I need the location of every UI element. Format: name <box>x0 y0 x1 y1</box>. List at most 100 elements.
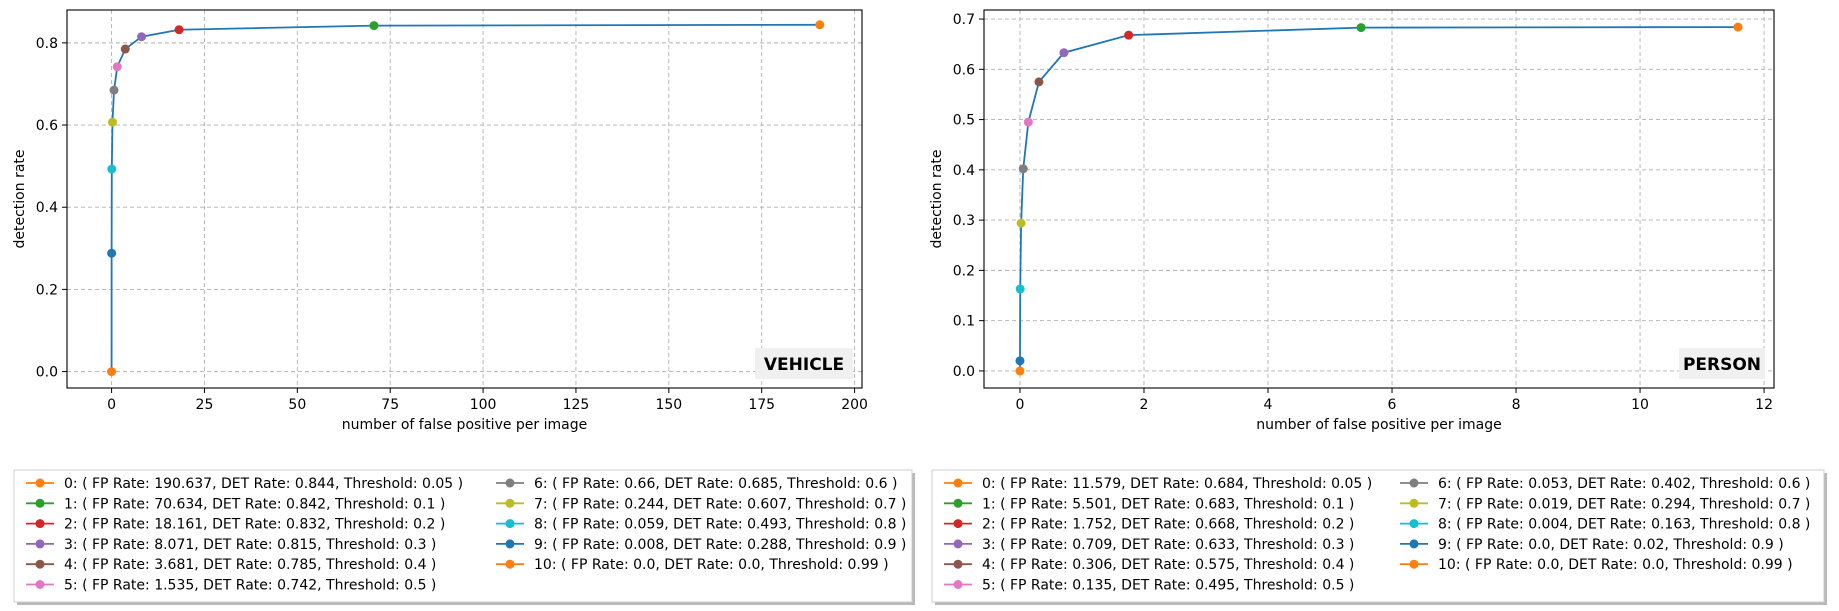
y-axis-label: detection rate <box>12 149 28 248</box>
x-axis-label: number of false positive per image <box>342 417 587 433</box>
data-point[interactable] <box>1124 30 1134 40</box>
legend-marker <box>953 498 963 508</box>
legend-entry: 9: ( FP Rate: 0.0, DET Rate: 0.02, Thres… <box>1438 537 1784 553</box>
y-tick-label: 0.7 <box>953 12 975 28</box>
legend-marker <box>1409 519 1419 529</box>
legend-entry: 4: ( FP Rate: 3.681, DET Rate: 0.785, Th… <box>64 557 436 573</box>
legend-marker <box>35 478 45 488</box>
x-tick-label: 0 <box>1016 397 1025 413</box>
legend-marker <box>1409 559 1419 569</box>
legend-entry: 2: ( FP Rate: 1.752, DET Rate: 0.668, Th… <box>982 517 1354 533</box>
y-tick-label: 0.2 <box>36 282 58 298</box>
data-point[interactable] <box>1015 356 1025 366</box>
data-point[interactable] <box>137 32 147 42</box>
legend-entry: 2: ( FP Rate: 18.161, DET Rate: 0.832, T… <box>64 517 445 533</box>
data-point[interactable] <box>107 117 117 127</box>
data-point[interactable] <box>1356 23 1366 33</box>
chart-tag-box <box>1679 348 1765 379</box>
y-tick-label: 0.0 <box>36 365 58 381</box>
legend-entry: 8: ( FP Rate: 0.059, DET Rate: 0.493, Th… <box>534 517 906 533</box>
data-point[interactable] <box>174 25 184 35</box>
plot-area <box>984 10 1774 388</box>
data-point[interactable] <box>109 85 119 95</box>
chart-tag-box <box>755 348 853 379</box>
x-tick-label: 175 <box>748 397 775 413</box>
y-axis-label: detection rate <box>929 149 945 248</box>
data-point[interactable] <box>107 248 117 258</box>
data-point[interactable] <box>120 44 130 54</box>
legend-marker <box>953 478 963 488</box>
data-point[interactable] <box>815 20 825 30</box>
legend-entry: 1: ( FP Rate: 5.501, DET Rate: 0.683, Th… <box>982 496 1354 512</box>
legend-marker <box>505 478 515 488</box>
axes-frame <box>66 9 863 389</box>
legend-box <box>931 469 1825 603</box>
legend-entry: 6: ( FP Rate: 0.053, DET Rate: 0.402, Th… <box>1438 476 1810 492</box>
x-tick-label: 100 <box>470 397 497 413</box>
data-point[interactable] <box>1059 48 1069 58</box>
legend-entry: 3: ( FP Rate: 0.709, DET Rate: 0.633, Th… <box>982 537 1354 553</box>
y-tick-label: 0.5 <box>953 113 975 129</box>
y-tick-label: 0.1 <box>953 314 975 330</box>
data-point[interactable] <box>1018 164 1028 174</box>
legend-marker <box>505 519 515 529</box>
legend-1: 0: ( FP Rate: 11.579, DET Rate: 0.684, T… <box>931 469 1827 605</box>
legend-entry: 5: ( FP Rate: 1.535, DET Rate: 0.742, Th… <box>64 578 436 594</box>
data-point[interactable] <box>107 367 117 377</box>
x-tick-label: 125 <box>563 397 590 413</box>
legend-entry: 0: ( FP Rate: 11.579, DET Rate: 0.684, T… <box>982 476 1372 492</box>
x-tick-label: 10 <box>1631 397 1649 413</box>
legend-entry: 3: ( FP Rate: 8.071, DET Rate: 0.815, Th… <box>64 537 436 553</box>
legend-entry: 0: ( FP Rate: 190.637, DET Rate: 0.844, … <box>64 476 463 492</box>
y-tick-label: 0.6 <box>36 118 58 134</box>
x-tick-label: 0 <box>107 397 116 413</box>
legend-marker <box>505 498 515 508</box>
chart-0: 0 25 50 75 100 125 150 175 200 0.0 0.2 0.4 0.6 0.8 num… <box>12 9 868 433</box>
chart-tag: VEHICLE <box>764 355 844 375</box>
legend-entry: 5: ( FP Rate: 0.135, DET Rate: 0.495, Th… <box>982 578 1354 594</box>
legend-marker <box>35 498 45 508</box>
legend-marker <box>953 539 963 549</box>
data-point[interactable] <box>1015 284 1025 294</box>
legend-entry: 7: ( FP Rate: 0.019, DET Rate: 0.294, Th… <box>1438 496 1810 512</box>
x-tick-label: 8 <box>1512 397 1521 413</box>
y-tick-label: 0.3 <box>953 213 975 229</box>
data-point[interactable] <box>107 164 117 174</box>
x-tick-label: 12 <box>1755 397 1773 413</box>
x-tick-label: 2 <box>1140 397 1149 413</box>
legend-marker <box>505 539 515 549</box>
legend-entry: 8: ( FP Rate: 0.004, DET Rate: 0.163, Th… <box>1438 517 1810 533</box>
y-tick-label: 0.4 <box>36 200 58 216</box>
legend-marker <box>1409 498 1419 508</box>
y-tick-label: 0.2 <box>953 263 975 279</box>
legend-0: 0: ( FP Rate: 190.637, DET Rate: 0.844, … <box>13 469 915 605</box>
y-tick-label: 0.6 <box>953 62 975 78</box>
chart-1: 0 2 4 6 8 10 12 0.0 0.1 0.2 0.3 0.4 0.5 0.6 0.7 number … <box>929 9 1775 433</box>
legend-box <box>13 469 913 603</box>
data-point[interactable] <box>369 21 379 31</box>
legend-entry: 7: ( FP Rate: 0.244, DET Rate: 0.607, Th… <box>534 496 906 512</box>
x-tick-label: 25 <box>196 397 214 413</box>
legend-marker <box>505 559 515 569</box>
legend-marker <box>953 559 963 569</box>
legend-marker <box>35 580 45 589</box>
plot-area <box>67 10 862 388</box>
data-point[interactable] <box>112 62 122 72</box>
axes-frame <box>983 9 1775 389</box>
y-tick-label: 0.0 <box>953 364 975 380</box>
x-tick-label: 200 <box>841 397 868 413</box>
legend-marker <box>35 539 45 549</box>
data-point[interactable] <box>1023 117 1033 127</box>
y-tick-label: 0.4 <box>953 163 975 179</box>
data-point[interactable] <box>1016 218 1026 228</box>
data-point[interactable] <box>1733 22 1743 32</box>
legend-entry: 10: ( FP Rate: 0.0, DET Rate: 0.0, Thres… <box>534 557 889 573</box>
legend-entry: 6: ( FP Rate: 0.66, DET Rate: 0.685, Thr… <box>534 476 898 492</box>
legend-entry: 4: ( FP Rate: 0.306, DET Rate: 0.575, Th… <box>982 557 1354 573</box>
data-point[interactable] <box>1015 366 1025 376</box>
y-tick-label: 0.8 <box>36 36 58 52</box>
legend-entry: 10: ( FP Rate: 0.0, DET Rate: 0.0, Thres… <box>1438 557 1793 573</box>
legend-marker <box>953 519 963 529</box>
legend-marker <box>1409 478 1419 488</box>
data-point[interactable] <box>1034 77 1044 87</box>
